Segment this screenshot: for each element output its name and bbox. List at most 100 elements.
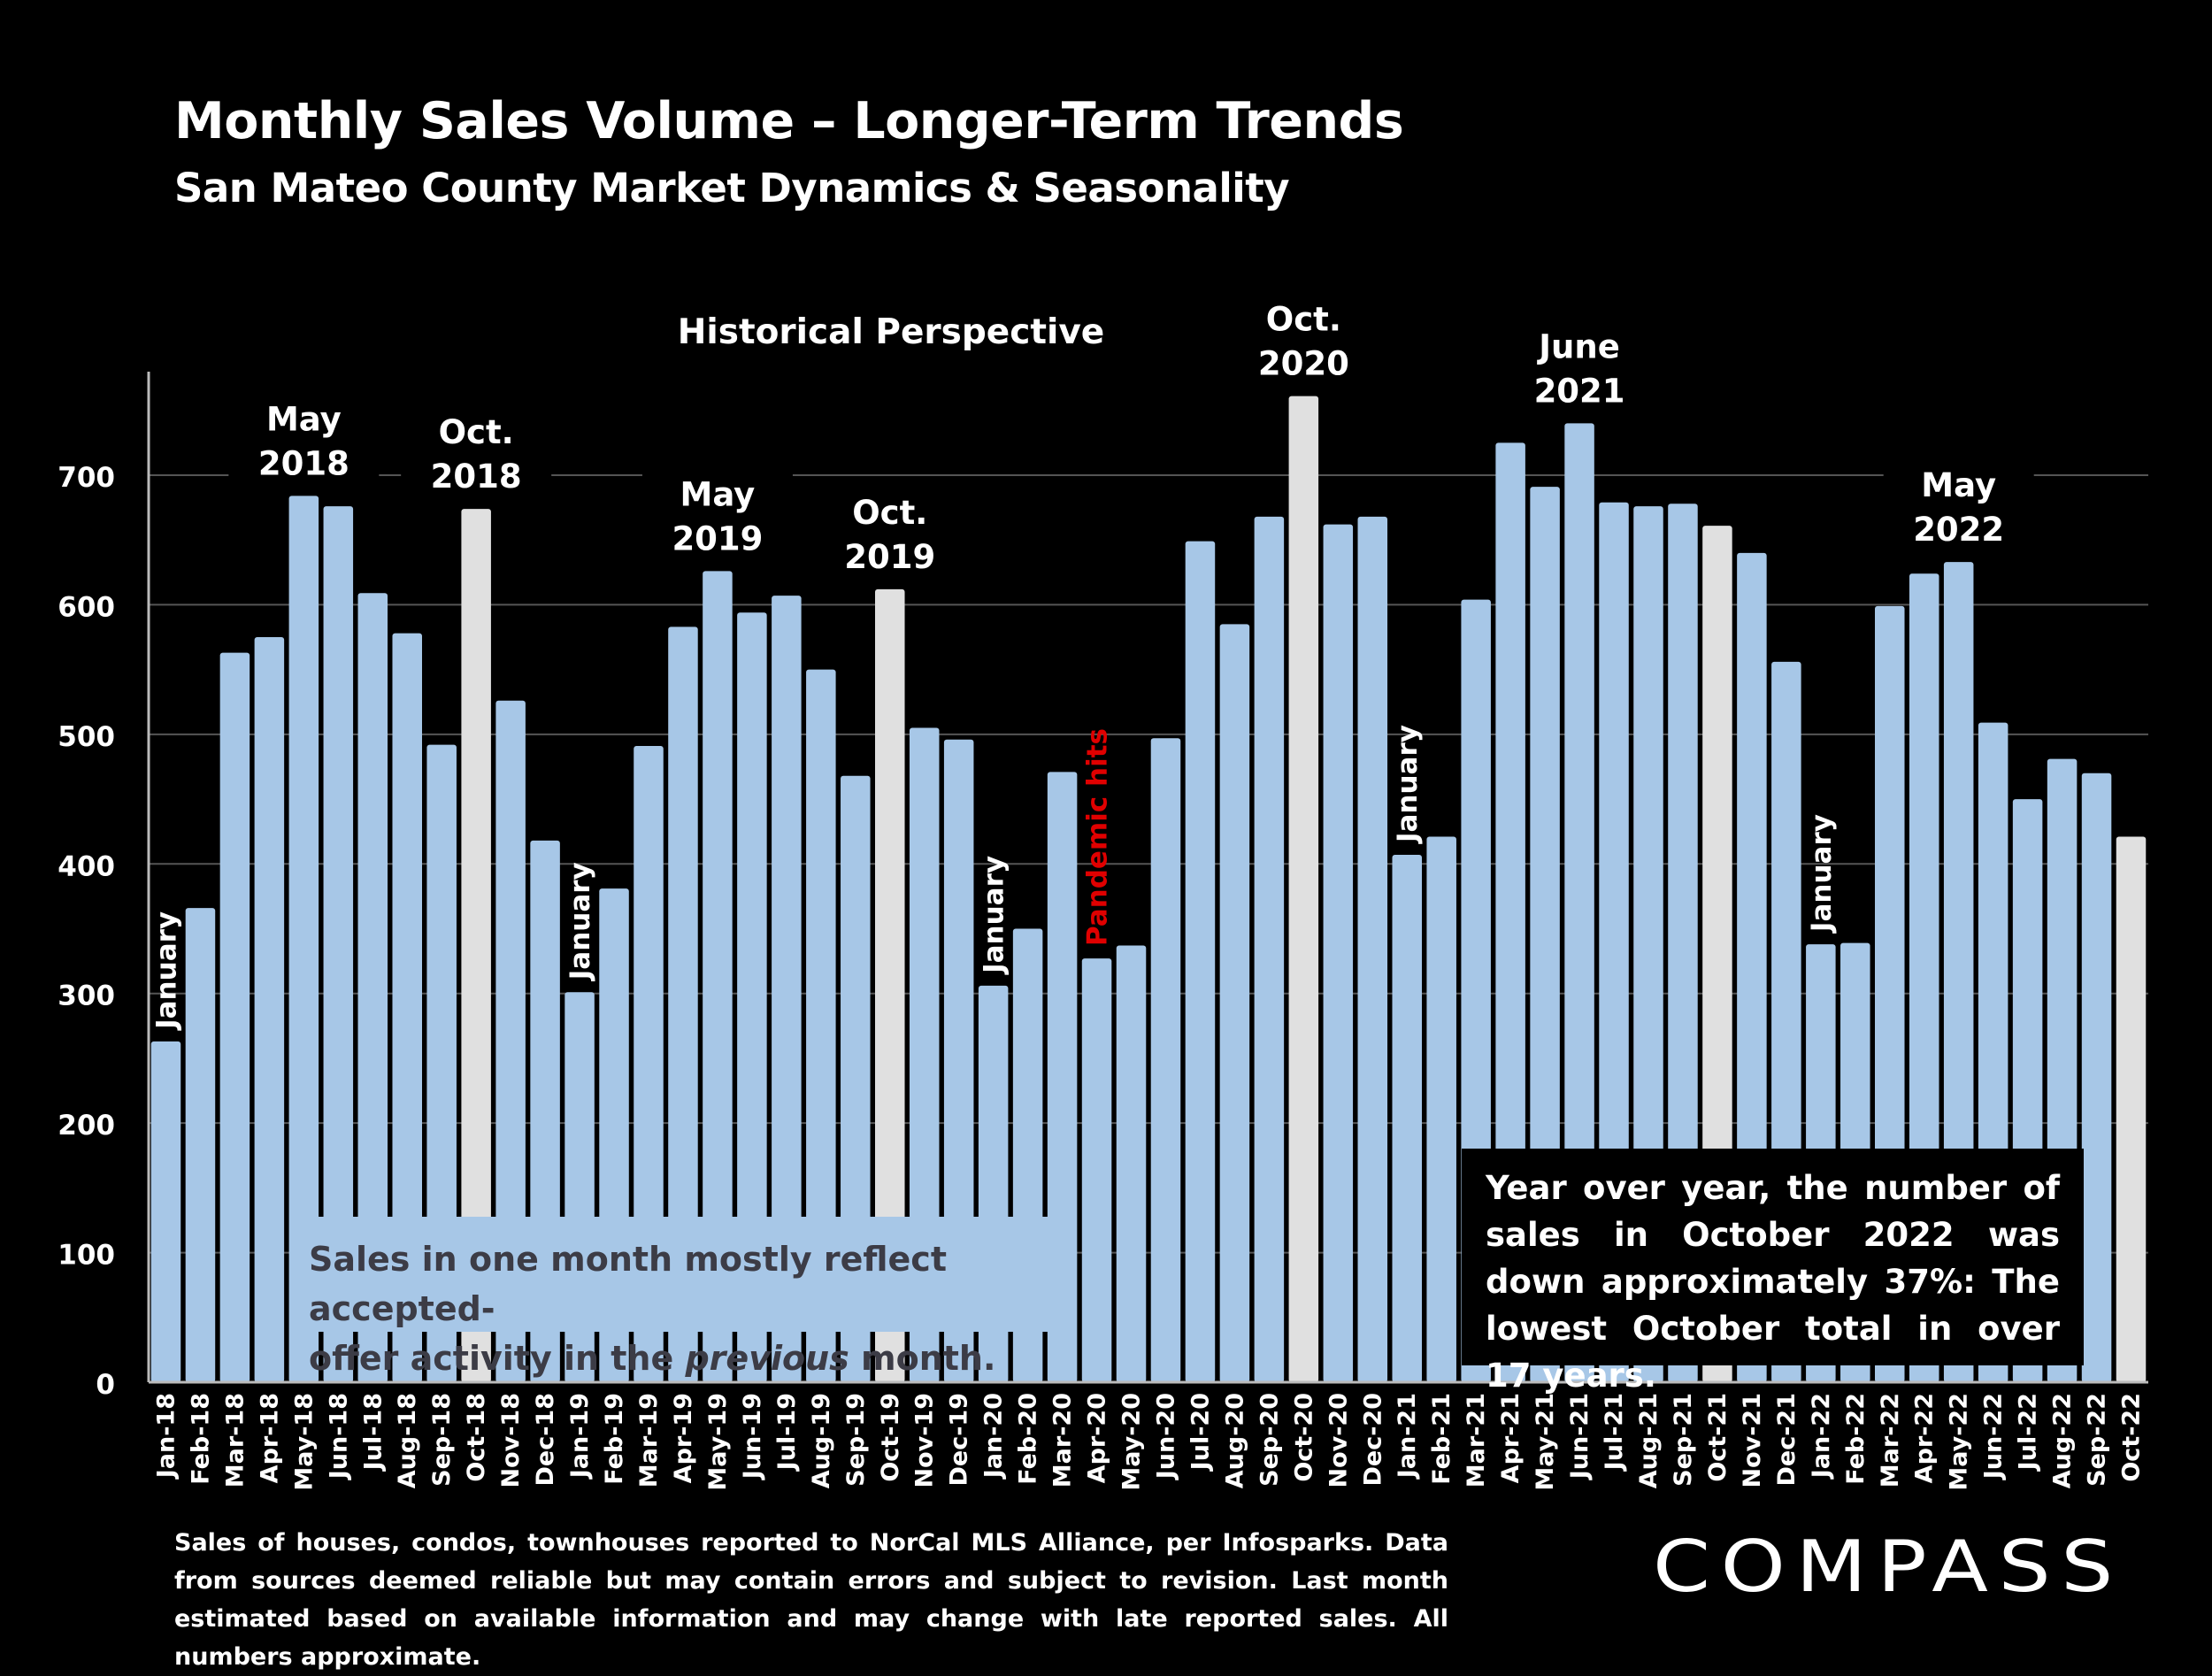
source-footnote: Sales of houses, condos, townhouses repo…: [174, 1529, 1448, 1671]
x-tick-label: May-19: [704, 1393, 732, 1491]
x-tick-label: Sep-22: [2084, 1393, 2111, 1487]
annotation-line: 2022: [1913, 511, 2004, 549]
annotation-line: May: [680, 475, 756, 513]
x-tick-label: Apr-19: [670, 1393, 697, 1483]
bar-sep-20: [1254, 516, 1285, 1382]
x-tick-label: Feb-18: [187, 1393, 214, 1485]
bar-oct-22: [2116, 836, 2147, 1382]
x-tick-label: Dec-19: [946, 1393, 973, 1487]
annotation-backing: [1228, 293, 1379, 382]
offer-note-line2-post: month.: [849, 1339, 996, 1378]
vertical-label-jan-20: January: [979, 856, 1010, 975]
axes: 0 100 200 300 400 500 600 700 Jan-18 Feb-18 Mar-18…: [58, 372, 2148, 1491]
x-tick-label: Jan-21: [1394, 1393, 1421, 1480]
x-tick-label: Jan-20: [980, 1393, 1008, 1480]
bar-apr-19: [668, 627, 698, 1382]
x-tick-label: Jun-21: [1566, 1393, 1594, 1480]
x-tick-label: Aug-19: [808, 1393, 835, 1488]
x-tick-label: Jun-19: [739, 1393, 766, 1480]
x-tick-label: Oct-20: [1290, 1393, 1317, 1482]
x-tick-label: Feb-22: [1842, 1393, 1870, 1485]
x-tick-label: Nov-20: [1325, 1393, 1352, 1488]
annotation-oct-20: Oct. 2020: [1228, 293, 1379, 383]
offer-note-line2-pre: offer activity in the: [309, 1339, 686, 1378]
bar-apr-18: [254, 637, 285, 1382]
y-tick-label: 300: [58, 980, 115, 1012]
bar-may-20: [1116, 945, 1147, 1382]
y-tick-label: 400: [58, 850, 115, 882]
x-tick-label: Aug-21: [1635, 1393, 1663, 1488]
x-tick-label: Jun-20: [1152, 1393, 1179, 1480]
x-tick-label: Aug-20: [1221, 1393, 1248, 1488]
x-tick-label: Dec-20: [1359, 1393, 1386, 1487]
x-tick-label: May-20: [1118, 1393, 1146, 1491]
vertical-label-jan-18: January: [150, 911, 182, 1031]
annotation-line: Oct.: [1266, 301, 1341, 339]
annotation-line: 2018: [258, 444, 349, 482]
bar-jun-18: [323, 506, 354, 1382]
yoy-note: Year over year, the number of sales in O…: [1462, 1149, 2084, 1395]
x-tick-label: Mar-21: [1463, 1393, 1490, 1488]
compass-logo-text: COMPASS: [1653, 1526, 2124, 1608]
bar-apr-21: [1495, 442, 1525, 1383]
annotation-line: 2018: [431, 457, 522, 496]
bar-oct-19: [875, 588, 905, 1382]
vertical-label-apr-20: Pandemic hits: [1082, 728, 1114, 946]
bar-aug-20: [1219, 624, 1250, 1382]
bar-nov-18: [495, 700, 526, 1382]
x-tick-label: Aug-22: [2049, 1393, 2077, 1488]
bar-may-19: [703, 571, 733, 1382]
bar-mar-18: [219, 652, 250, 1382]
x-tick-label: May-18: [290, 1393, 318, 1491]
vertical-label-jan-21: January: [1392, 725, 1424, 844]
y-tick-label: 700: [58, 462, 115, 494]
annotation-backing: [228, 393, 380, 482]
bar-sep-22: [2081, 773, 2112, 1382]
y-tick-label: 0: [96, 1369, 115, 1401]
bar-jan-18: [150, 1041, 181, 1382]
x-tick-label: Oct-18: [463, 1393, 490, 1482]
x-tick-label: Dec-18: [532, 1393, 559, 1487]
x-tick-label: Mar-18: [221, 1393, 249, 1488]
x-tick-label: Mar-22: [1877, 1393, 1904, 1488]
annotation-may-22: May 2022: [1883, 459, 2034, 549]
y-tick-label: 600: [58, 591, 115, 623]
bar-jul-19: [772, 596, 802, 1382]
x-tick-label: Nov-21: [1739, 1393, 1766, 1488]
bar-jan-21: [1392, 855, 1422, 1382]
x-tick-label: Jul-19: [773, 1393, 801, 1472]
x-tick-label: Mar-19: [635, 1393, 663, 1488]
annotation-line: 2020: [1258, 345, 1349, 383]
x-tick-label: Jan-22: [1808, 1393, 1835, 1480]
annotation-line: June: [1536, 327, 1620, 365]
annotation-oct-19: Oct. 2019: [814, 486, 965, 576]
x-tick-label: Feb-20: [1015, 1393, 1042, 1485]
offer-note-line1: Sales in one month mostly reflect accept…: [309, 1240, 947, 1328]
offer-activity-note: Sales in one month mostly reflect accept…: [296, 1217, 1057, 1378]
annotation-backing: [1883, 459, 2034, 549]
bar-nov-20: [1323, 524, 1354, 1382]
x-tick-label: Apr-18: [256, 1393, 283, 1483]
x-tick-label: Apr-21: [1497, 1393, 1525, 1483]
bar-jun-19: [737, 612, 767, 1382]
x-tick-label: Jun-22: [1980, 1393, 2008, 1480]
x-tick-label: Jul-18: [359, 1393, 387, 1472]
x-tick-label: Oct-22: [2118, 1393, 2146, 1482]
x-tick-label: Oct-19: [877, 1393, 904, 1482]
x-tick-label: Sep-19: [842, 1393, 870, 1487]
annotation-may-18: May 2018: [228, 393, 380, 482]
x-tick-label: Sep-18: [428, 1393, 456, 1487]
x-tick-label: Jun-18: [325, 1393, 352, 1480]
x-tick-label: Jul-21: [1601, 1393, 1628, 1472]
y-tick-label: 500: [58, 721, 115, 753]
annotations: May 2018 Oct. 2018 May 2019 Oct. 2019 Oct. 2020 Ju…: [150, 293, 2034, 1031]
annotation-line: Oct.: [439, 413, 514, 451]
annotation-line: 2019: [672, 519, 763, 557]
x-tick-label: Mar-20: [1049, 1393, 1077, 1488]
x-tick-label: Sep-20: [1256, 1393, 1283, 1487]
x-tick-label: Jan-19: [566, 1393, 594, 1480]
x-tick-label: Feb-19: [601, 1393, 628, 1485]
bar-feb-21: [1426, 836, 1456, 1382]
annotation-backing: [814, 486, 965, 575]
